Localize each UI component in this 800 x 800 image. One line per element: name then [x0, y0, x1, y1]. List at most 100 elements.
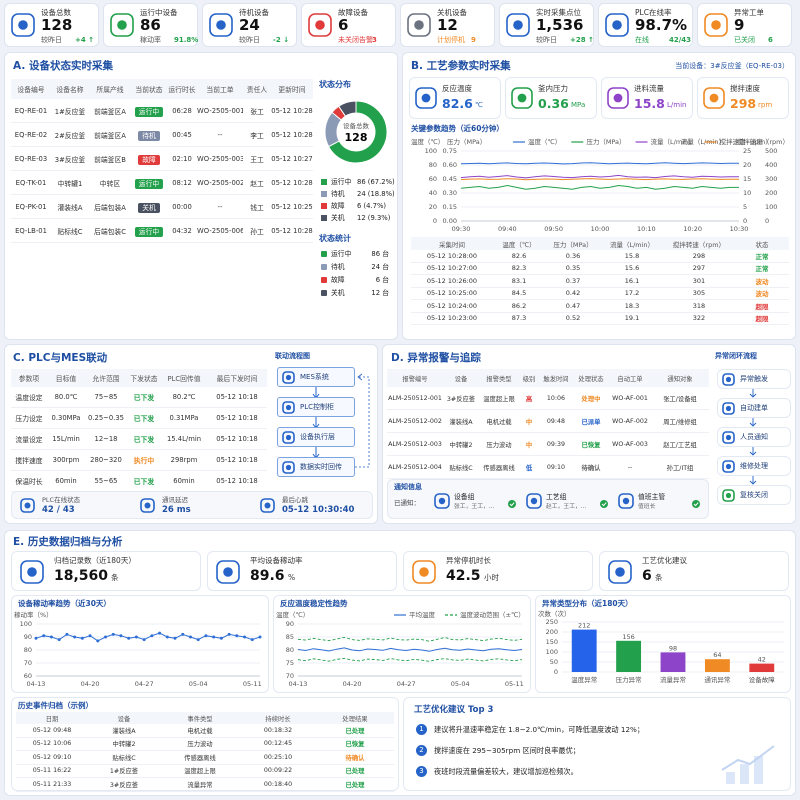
- table-cell: 温度超上限: [160, 764, 240, 778]
- kpi-value: 89.6: [250, 568, 285, 584]
- x-tick-label: 设备故障: [749, 675, 776, 684]
- kpi-sub-label: 稼动率: [140, 36, 161, 44]
- x-tick-label: 流量异常: [660, 675, 686, 684]
- table-cell: 05-12 10:18: [207, 428, 267, 450]
- table-cell: 电机过载: [160, 724, 240, 738]
- table-cell: 运行中: [131, 170, 167, 195]
- history-panel: 历史事件归档（示例） 日期 设备 事件类型 持续时长 处理结果 05-12 09:48 灌装线…: [11, 697, 399, 792]
- table-cell: 中转罐2: [88, 737, 160, 751]
- table-cell: 温度设定: [11, 387, 47, 408]
- param-label: 釜内压力: [538, 84, 568, 93]
- kpi-sub-label: 较昨日: [239, 36, 260, 44]
- icon-frame: [722, 402, 735, 415]
- table-cell: 电机过载: [479, 409, 519, 433]
- loop-connectors: [749, 389, 757, 485]
- flow-step-label: MES系统: [300, 373, 329, 381]
- status-value: 05-12 10:30:40: [282, 505, 355, 515]
- column-header: 搅拌转速（rpm）: [663, 237, 735, 250]
- section-a: A. 设备状态实时采集 设备编号 设备名称 所属产线 当前状态 运行时长 当前工单 责任人 更新…: [4, 52, 398, 340]
- data-point: [204, 634, 208, 638]
- icon-dot: [612, 20, 622, 30]
- table-cell: 55~65: [85, 470, 127, 492]
- status-badge: 运行中: [134, 178, 164, 189]
- loop-step-label: 异常触发: [740, 375, 768, 383]
- icon-dot: [421, 93, 431, 103]
- y-tick-label: 300: [765, 175, 777, 183]
- data-point: [96, 639, 100, 643]
- y-tick-label: 400: [765, 161, 777, 169]
- column-header: 最后下发时间: [207, 369, 267, 387]
- bar: [704, 659, 730, 672]
- y-tick-label: 20: [743, 161, 751, 169]
- table-cell: 05-12 10:27:00: [411, 262, 493, 275]
- icon: [110, 13, 134, 37]
- decor-chart: [721, 745, 775, 784]
- param-value: 0.36: [538, 96, 569, 111]
- icon-dot: [285, 464, 292, 471]
- x-tick-label: 09:40: [498, 225, 517, 233]
- loop-step-label: 人员通知: [740, 433, 768, 441]
- stat-dot: [321, 277, 327, 283]
- table-cell: 05-12 10:24:00: [411, 299, 493, 313]
- stat-value: 86 台: [371, 250, 389, 258]
- status-text: 已下发: [133, 436, 155, 444]
- status-badge: 关机: [138, 202, 160, 213]
- x-tick-label: 05-04: [189, 680, 208, 688]
- bar: [660, 652, 686, 672]
- axis-label: 搅拌速度（rpm）: [737, 137, 789, 146]
- table-cell: 0.37: [545, 274, 601, 288]
- kpi-label: 归档记录数（近180天）: [54, 556, 136, 565]
- kpi-card: 设备总数 128 较昨日 +4 ↑: [4, 3, 99, 47]
- loop-step: 人员通知: [717, 427, 791, 447]
- legend-label: 流量（L/min）: [651, 137, 695, 146]
- stat-dot: [321, 264, 327, 270]
- table-cell: WO-2505-003: [197, 146, 243, 171]
- y-tick-label: 15: [743, 175, 751, 183]
- table-cell: 运行中: [131, 99, 167, 123]
- section-title: D. 异常报警与追踪: [391, 352, 481, 364]
- table-cell: 322: [663, 312, 735, 325]
- current-device: 当前设备：3#反应釜（EQ-RE-03）: [675, 62, 789, 70]
- x-tick-label: 10:20: [683, 225, 702, 233]
- table-cell: 0.42: [545, 287, 601, 300]
- data-point: [243, 635, 247, 639]
- table-cell: --: [609, 455, 651, 479]
- table-row: 05-12 10:24:00 86.2 0.47 18.3 318 超限: [411, 299, 789, 313]
- flow-step: 设备执行层: [277, 427, 355, 447]
- table-cell: 中: [519, 409, 539, 433]
- table-row: EQ-PK-01 灌装线A 后端包装A 关机 00:00 -- 钱工 05-12 10:25: [11, 194, 313, 219]
- x-tick-label: 10:30: [730, 225, 749, 233]
- legend-value: 24 (18.8%): [357, 190, 395, 198]
- bar: [749, 663, 775, 672]
- table-cell: 0.31MPa: [161, 407, 207, 429]
- y-tick-label: 25: [743, 147, 751, 155]
- icon-dot: [438, 497, 446, 505]
- table-cell: 00:45: [167, 122, 197, 147]
- table-cell: 波动: [735, 274, 789, 288]
- y-tick-label: 250: [546, 618, 558, 626]
- table-cell: 75~85: [85, 387, 127, 408]
- table-cell: WO-AF-003: [609, 432, 651, 456]
- data-point: [73, 635, 77, 639]
- y-tick-label: 100: [20, 620, 32, 628]
- legend-label: 故障: [331, 202, 345, 210]
- table-cell: 09:39: [539, 432, 573, 456]
- column-header: 设备: [443, 369, 479, 387]
- column-header: 压力（MPa）: [545, 237, 601, 250]
- data-point: [111, 632, 115, 636]
- feedback-line: [355, 376, 370, 468]
- archive-kpi: 归档记录数（近180天） 18,560 条: [11, 551, 201, 591]
- icon: [703, 87, 725, 109]
- status-text: 中: [525, 418, 533, 426]
- kpi-sub-label: 较昨日: [536, 36, 557, 44]
- column-header: 状态: [735, 237, 789, 250]
- table-cell: 孙工: [243, 218, 271, 243]
- icon-frame: [607, 87, 629, 109]
- bar-value-label: 212: [578, 622, 590, 630]
- table-cell: 故障: [131, 146, 167, 171]
- table-row: 05-12 10:27:00 82.3 0.35 15.6 297 正常: [411, 262, 789, 275]
- param-value: 15.8: [634, 96, 665, 111]
- icon-dot: [285, 404, 292, 411]
- kpi-unit: 条: [655, 573, 663, 582]
